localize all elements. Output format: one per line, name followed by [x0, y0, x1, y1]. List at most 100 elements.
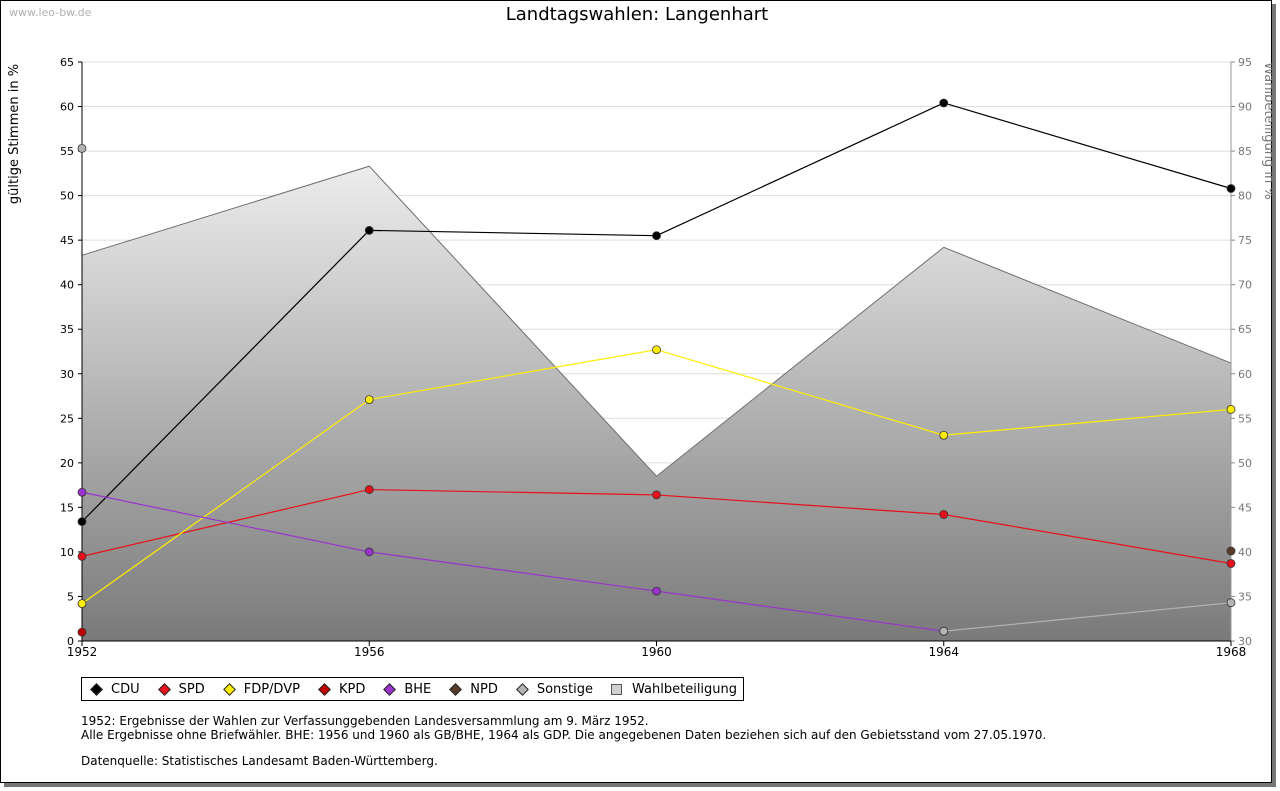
legend-swatch-dot: [222, 682, 236, 696]
y2-tick-label: 50: [1238, 457, 1252, 470]
x-tick-label: 1964: [928, 645, 959, 659]
y2-tick-label: 45: [1238, 501, 1252, 514]
series-line-spd: [656, 494, 944, 516]
legend: CDU SPD FDP/DVP KPD BHE NPD Sonstige Wahlbeteil…: [81, 677, 745, 701]
point-fdp-dvp: [77, 599, 87, 608]
turnout-layer: [81, 165, 1232, 641]
series-line-fdp-dvp: [81, 399, 370, 605]
y-tick-label: 5: [67, 590, 74, 603]
legend-swatch-dot: [90, 682, 103, 696]
legend-swatch-square: [611, 683, 623, 695]
point-spd: [1226, 559, 1236, 568]
legend-item: Wahlbeteiligung: [609, 682, 737, 697]
y-axis-label: gültige Stimmen in %: [7, 64, 22, 204]
y-tick-label: 40: [60, 279, 74, 292]
y-tick-label: 45: [60, 234, 74, 247]
y2-tick-label: 40: [1238, 546, 1252, 559]
point-cdu: [364, 225, 374, 235]
y-tick-label: 35: [60, 323, 74, 336]
turnout-line: [81, 165, 1232, 477]
point-spd: [77, 551, 87, 561]
series-line-cdu: [369, 229, 657, 237]
legend-item: NPD: [447, 682, 498, 697]
y2-tick-label: 60: [1238, 368, 1252, 381]
turnout-area: [82, 166, 1231, 641]
point-cdu: [1226, 184, 1236, 193]
point-bhe: [652, 586, 661, 596]
point-bhe: [77, 487, 87, 497]
y2-tick-label: 70: [1238, 279, 1252, 292]
legend-label: SPD: [178, 681, 205, 697]
y2-tick-label: 65: [1238, 323, 1252, 336]
chart-title: Landtagswahlen: Langenhart: [505, 4, 769, 25]
y-tick-label: 60: [60, 101, 74, 114]
x-tick-label: 1956: [354, 645, 385, 659]
series-line-fdp-dvp: [943, 408, 1232, 436]
point-cdu: [652, 231, 661, 241]
legend-label: NPD: [470, 681, 498, 697]
y2-tick-label: 35: [1238, 590, 1252, 603]
y-tick-label: 10: [60, 546, 74, 559]
watermark: www.leo-bw.de: [9, 6, 92, 19]
y2-tick-label: 30: [1238, 635, 1252, 648]
point-sonstige: [1226, 598, 1236, 608]
legend-swatch-dot: [157, 682, 171, 696]
x-tick-label: 1952: [67, 645, 98, 659]
y-tick-label: 25: [60, 412, 74, 425]
y-tick-label: 55: [60, 145, 74, 158]
series-line-cdu: [81, 229, 370, 523]
legend-label: FDP/DVP: [243, 681, 300, 697]
point-sonstige: [77, 144, 87, 153]
note-line-2: Alle Ergebnisse ohne Briefwähler. BHE: 1…: [81, 728, 1047, 742]
y2-tick-label: 95: [1238, 56, 1252, 69]
y-tick-label: 65: [60, 56, 74, 69]
legend-item: FDP/DVP: [221, 682, 300, 697]
y2-axis-label: Wahlbeteiligung in %: [1261, 62, 1273, 199]
legend-item: KPD: [316, 682, 365, 697]
legend-label: Sonstige: [536, 681, 594, 697]
y2-tick-label: 90: [1238, 101, 1252, 114]
y2-tick-label: 80: [1238, 190, 1252, 203]
y-tick-label: 30: [60, 368, 74, 381]
point-cdu: [77, 517, 87, 527]
series-line-spd: [943, 513, 1232, 565]
point-bhe: [364, 547, 374, 557]
series-line-spd: [369, 488, 657, 496]
point-spd: [939, 510, 949, 519]
series-line-sonstige: [943, 602, 1232, 632]
series-line-bhe: [369, 551, 657, 592]
series-line-cdu: [943, 102, 1232, 190]
series-line-fdp-dvp: [369, 349, 657, 401]
y2-tick-label: 85: [1238, 145, 1252, 158]
legend-label: BHE: [404, 681, 432, 697]
x-tick-label: 1960: [641, 645, 672, 659]
source-note: Datenquelle: Statistisches Landesamt Bad…: [81, 754, 438, 768]
point-spd: [652, 490, 661, 500]
x-tick-label: 1968: [1216, 645, 1247, 659]
legend-swatch-dot: [318, 682, 331, 696]
point-cdu: [939, 98, 949, 108]
y-tick-label: 15: [60, 501, 74, 514]
y-tick-label: 0: [67, 635, 74, 648]
lines-layer: [81, 102, 1232, 632]
point-sonstige: [939, 626, 949, 636]
legend-swatch-dot: [449, 682, 463, 696]
point-fdp-dvp: [939, 430, 949, 440]
point-spd: [364, 485, 374, 494]
note-line-1: 1952: Ergebnisse der Wahlen zur Verfassu…: [81, 714, 649, 728]
series-line-cdu: [656, 102, 945, 237]
y-tick-label: 50: [60, 190, 74, 203]
legend-swatch-dot: [515, 682, 529, 696]
point-kpd: [77, 627, 87, 637]
series-line-spd: [81, 488, 370, 557]
point-fdp-dvp: [364, 395, 374, 405]
legend-label: Wahlbeteiligung: [632, 681, 738, 697]
legend-item: Sonstige: [514, 682, 593, 697]
point-fdp-dvp: [652, 345, 661, 355]
y-tick-label: 20: [60, 457, 74, 470]
y2-tick-label: 55: [1238, 412, 1252, 425]
point-fdp-dvp: [1226, 404, 1236, 414]
markers-layer: [77, 98, 1236, 637]
